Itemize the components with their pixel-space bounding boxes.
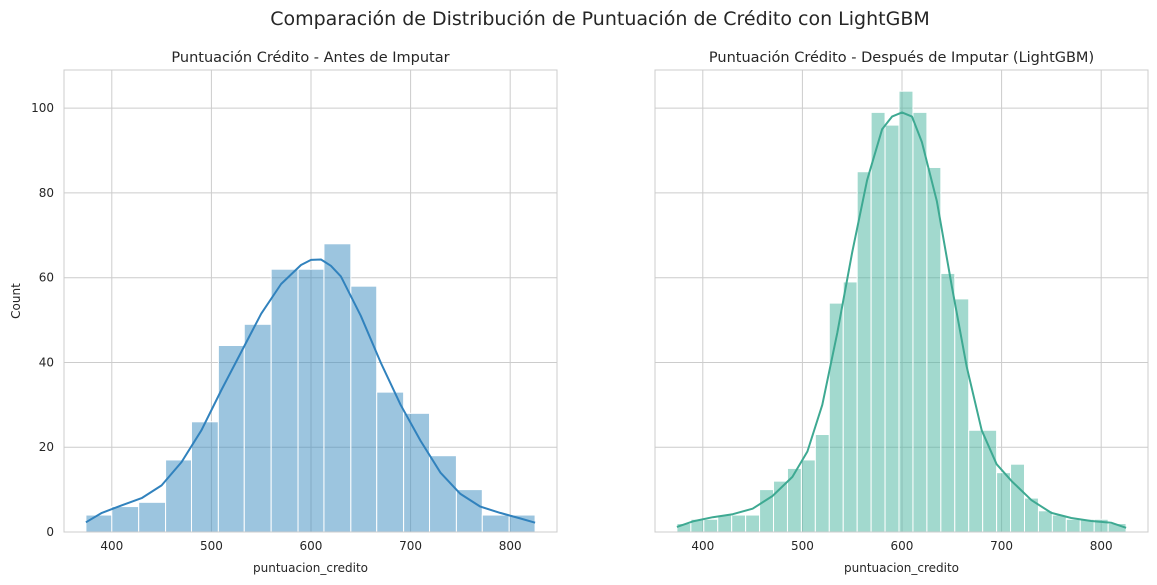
axes-frame	[63, 69, 558, 533]
histogram-bar	[243, 323, 272, 533]
x-tick-label: 700	[990, 539, 1013, 553]
panel-after-impute: 400 500 600 700 800 Puntuación Crédito - Desp…	[654, 50, 1149, 575]
x-tick-label: 600	[300, 539, 323, 553]
histogram-bar	[1051, 514, 1067, 533]
y-tick-label: 40	[39, 355, 54, 369]
x-tick-label: 700	[399, 539, 422, 553]
chart-title: Puntuación Crédito - Después de Imputar …	[709, 50, 1094, 66]
histogram-bar	[786, 467, 802, 533]
chart-title: Puntuación Crédito - Antes de Imputar	[171, 50, 449, 66]
kde-line	[85, 258, 536, 524]
histogram-bar	[912, 111, 928, 533]
histogram-bar	[85, 514, 113, 533]
y-tick-label: 100	[31, 101, 54, 115]
histogram-bar	[1010, 463, 1026, 533]
histogram-bar	[898, 90, 914, 533]
x-tick-label: 500	[200, 539, 223, 553]
histogram-bar	[508, 514, 536, 533]
x-tick-label: 800	[499, 539, 522, 553]
histogram-bar	[814, 434, 830, 533]
histogram-bar	[429, 455, 457, 533]
histogram-bar	[856, 171, 872, 533]
histogram-bar	[717, 514, 733, 533]
y-tick-label: 0	[46, 525, 54, 539]
x-axis-label: puntuacion_credito	[253, 561, 368, 575]
x-axis-label: puntuacion_credito	[844, 561, 959, 575]
histogram-bar	[217, 345, 245, 533]
y-tick-label: 80	[39, 186, 54, 200]
histogram-bar	[870, 111, 886, 533]
histogram-bar	[1037, 510, 1053, 533]
histogram-bar	[842, 281, 858, 533]
histogram-bar	[323, 243, 352, 533]
histogram-bar	[884, 124, 900, 533]
x-tick-label: 500	[791, 539, 814, 553]
panel-before-impute: 400 500 600 700 800 0 20 40 60 80 100 Puntuación Cr…	[9, 50, 558, 575]
figure-suptitle: Comparación de Distribución de Puntuació…	[270, 8, 930, 30]
kde-line	[676, 111, 1127, 529]
histogram-bar	[376, 391, 405, 533]
histogram-bar	[968, 429, 984, 533]
histogram-bar	[926, 166, 942, 533]
histogram-bar	[745, 514, 761, 533]
histogram-bar	[138, 501, 167, 533]
x-tick-label: 800	[1090, 539, 1113, 553]
histogram-bar	[297, 268, 325, 533]
histogram-bar	[731, 514, 747, 533]
histogram-bar	[403, 412, 431, 533]
histogram-bar	[270, 268, 299, 533]
histogram-bar	[111, 506, 140, 533]
histogram-bar	[703, 518, 719, 533]
y-tick-label: 60	[39, 271, 54, 285]
x-tick-label: 400	[100, 539, 123, 553]
histogram-bar	[954, 298, 970, 533]
histogram-bar	[481, 514, 510, 533]
y-axis-label: Count	[9, 283, 23, 319]
axes-frame	[654, 69, 1149, 533]
x-tick-label: 600	[891, 539, 914, 553]
y-tick-label: 20	[39, 440, 54, 454]
histogram-bar	[165, 459, 192, 533]
histogram-bar	[940, 272, 956, 533]
histogram-bar	[1065, 518, 1081, 533]
histogram-bar	[800, 459, 816, 533]
x-tick-label: 400	[691, 539, 714, 553]
histogram-bar	[996, 472, 1012, 533]
histogram-bar	[982, 429, 998, 533]
histogram-bar	[455, 489, 483, 533]
